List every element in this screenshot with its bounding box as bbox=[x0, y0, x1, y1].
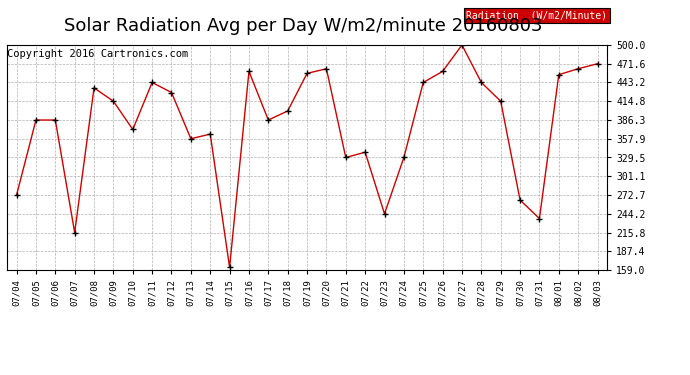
Text: Solar Radiation Avg per Day W/m2/minute 20160803: Solar Radiation Avg per Day W/m2/minute … bbox=[64, 17, 543, 35]
Text: Copyright 2016 Cartronics.com: Copyright 2016 Cartronics.com bbox=[7, 50, 188, 59]
Text: Radiation  (W/m2/Minute): Radiation (W/m2/Minute) bbox=[466, 11, 607, 21]
